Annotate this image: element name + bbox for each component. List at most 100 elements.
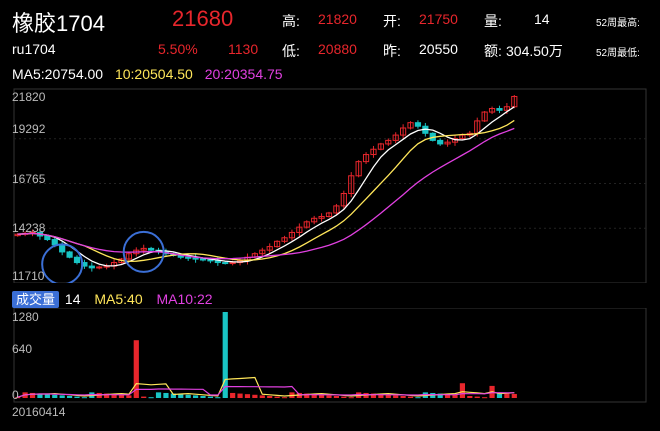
candle-body xyxy=(140,247,147,251)
volume-bar xyxy=(170,393,176,398)
volume-bar xyxy=(496,392,503,398)
candle-body xyxy=(185,256,192,259)
volume-ma5: MA5:40 xyxy=(94,291,143,307)
candle-body xyxy=(259,249,266,255)
candle-body xyxy=(400,127,407,136)
candle-body xyxy=(214,260,221,264)
change-pct: 5.50% xyxy=(158,41,198,57)
candle-body xyxy=(229,262,236,265)
open-label: 开: xyxy=(383,13,401,29)
candle-body xyxy=(355,161,362,177)
volume-bar xyxy=(393,395,399,398)
ma20-legend: 20:20354.75 xyxy=(204,66,283,82)
low-value: 20880 xyxy=(318,41,357,57)
w52-high-label: 52周最高: xyxy=(596,18,640,29)
contract-name: 橡胶1704 xyxy=(12,11,105,36)
volume-bar xyxy=(318,394,325,398)
volume-ma10-line xyxy=(17,385,515,398)
candle-body xyxy=(88,265,95,269)
volume-bar xyxy=(378,394,384,398)
signal-circle xyxy=(41,243,84,283)
candle-body xyxy=(333,205,340,214)
candle-body xyxy=(437,139,444,145)
volume-bar xyxy=(215,397,221,399)
volume-bar xyxy=(37,393,43,398)
w52-low-label: 52周最低: xyxy=(596,48,640,59)
volume-bar xyxy=(400,395,406,398)
volume-bar xyxy=(15,397,21,399)
volume-bar xyxy=(111,394,117,398)
volume-bar xyxy=(326,395,332,398)
volume-bar xyxy=(482,397,488,399)
candle-body xyxy=(311,217,318,223)
candle-body xyxy=(125,253,132,260)
candle-body xyxy=(377,143,384,150)
volume-tick-1: 640 xyxy=(12,342,33,356)
ma-legend: MA5:20754.00 10:20504.50 20:20354.75 xyxy=(12,66,283,82)
volume-bar xyxy=(148,397,154,399)
amount-label: 额: xyxy=(484,43,502,59)
candlestick-chart[interactable] xyxy=(0,88,660,283)
volume-tab-button[interactable]: 成交量 xyxy=(12,291,60,308)
high-value: 21820 xyxy=(318,11,357,27)
contract-code: ru1704 xyxy=(12,41,56,57)
start-date: 20160414 xyxy=(12,405,66,419)
volume-bar xyxy=(141,396,147,398)
volume-bar xyxy=(66,395,73,398)
candle-body xyxy=(296,226,303,233)
candle-body xyxy=(385,139,392,145)
candle-body xyxy=(503,106,510,111)
low-label: 低: xyxy=(282,43,300,59)
amount-value: 304.50万 xyxy=(506,43,563,59)
candle-body xyxy=(444,141,451,145)
signal-circle xyxy=(122,230,165,273)
candle-body xyxy=(281,237,288,242)
volume-bar xyxy=(467,395,473,398)
candle-body xyxy=(488,108,496,113)
volume-chart[interactable] xyxy=(0,308,660,403)
volume-bar xyxy=(155,392,162,398)
volume-bar xyxy=(104,393,110,398)
candle-body xyxy=(199,258,207,261)
candle-body xyxy=(370,148,377,156)
volume-legend: 成交量 14 MA5:40 MA10:22 xyxy=(12,289,213,308)
volume-bar xyxy=(230,392,236,398)
ma5-line xyxy=(17,106,515,267)
volume-bar xyxy=(244,394,251,398)
prev-label: 昨: xyxy=(383,43,401,59)
volume-bar xyxy=(370,393,377,398)
volume-value: 14 xyxy=(534,11,550,27)
candle-body xyxy=(66,251,73,258)
volume-bar xyxy=(222,312,228,398)
candle-body xyxy=(511,95,518,108)
candle-body xyxy=(59,244,66,253)
candle-body xyxy=(148,247,155,251)
candle-body xyxy=(266,246,273,251)
candle-body xyxy=(207,259,214,262)
open-value: 21750 xyxy=(419,11,458,27)
volume-bar xyxy=(252,394,258,398)
volume-bar xyxy=(385,394,391,398)
price-tick-3: 14238 xyxy=(12,221,46,235)
volume-bar xyxy=(133,340,139,398)
volume-bar xyxy=(237,393,243,398)
candle-body xyxy=(407,122,414,129)
volume-bar xyxy=(178,394,184,398)
volume-bar xyxy=(267,395,273,398)
candle-body xyxy=(96,266,103,269)
candle-body xyxy=(481,111,488,122)
candle-body xyxy=(274,240,281,248)
ma5-legend: MA5:20754.00 xyxy=(12,66,104,82)
price-chart-frame xyxy=(13,88,647,283)
volume-bar xyxy=(459,383,466,398)
candle-body xyxy=(44,235,51,241)
volume-bar xyxy=(341,396,347,398)
high-label: 高: xyxy=(282,13,300,29)
volume-bar xyxy=(511,393,517,398)
price-tick-2: 16765 xyxy=(12,172,46,186)
candle-body xyxy=(362,154,370,163)
volume-bar xyxy=(311,394,317,398)
candle-body xyxy=(414,122,422,127)
volume-bar xyxy=(333,395,340,398)
candle-body xyxy=(340,193,347,207)
